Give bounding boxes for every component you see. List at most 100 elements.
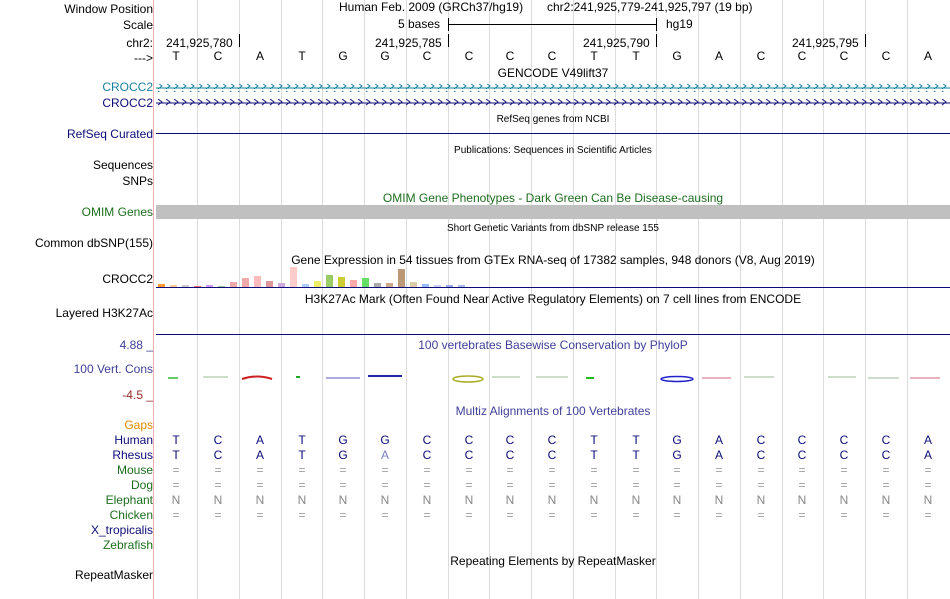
gtex-bar[interactable] [338, 277, 345, 287]
scale-bar-right-tick [656, 18, 657, 31]
alignment-cell: N [171, 493, 181, 507]
alignment-cell: = [798, 463, 806, 477]
gtex-bar[interactable] [194, 286, 201, 287]
gtex-bar[interactable] [398, 269, 405, 287]
base: T [298, 49, 306, 63]
alignment-cell: C [505, 448, 515, 462]
alignment-cell: C [547, 433, 557, 447]
species-label-elephant[interactable]: Elephant [105, 493, 153, 507]
gtex-bar[interactable] [290, 267, 297, 287]
species-label-mouse[interactable]: Mouse [116, 463, 153, 477]
gtex-bar[interactable] [158, 284, 165, 287]
alignment-cell: = [840, 508, 848, 522]
gtex-bar[interactable] [410, 282, 417, 287]
gencode-label-2[interactable]: CROCC2 [102, 96, 153, 110]
grid-line [448, 0, 449, 599]
gtex-bar[interactable] [182, 285, 189, 287]
gtex-bar[interactable] [302, 284, 309, 287]
base: C [797, 49, 807, 63]
alignment-cell: T [172, 448, 180, 462]
alignment-cell: A [714, 448, 723, 462]
alignment-cell: T [298, 433, 306, 447]
label-divider [153, 0, 154, 599]
gtex-bar[interactable] [206, 285, 213, 287]
alignment-cell: = [840, 463, 848, 477]
omim-label[interactable]: OMIM Genes [81, 205, 153, 219]
alignment-cell: N [923, 493, 933, 507]
species-label-zebrafish[interactable]: Zebrafish [102, 538, 153, 552]
ruler-mark-1 [239, 34, 240, 47]
gtex-bar[interactable] [278, 283, 285, 287]
strand-arrow-label[interactable]: ---> [134, 51, 153, 65]
refseq-label[interactable]: RefSeq Curated [66, 127, 153, 141]
species-label-x_tropicalis[interactable]: X_tropicalis [90, 523, 153, 537]
grid-line [865, 0, 866, 599]
alignment-cell: T [632, 433, 640, 447]
alignment-cell: = [715, 478, 723, 492]
gtex-bar[interactable] [218, 286, 225, 287]
window-position-label: Window Position [64, 2, 153, 16]
gtex-bar[interactable] [314, 281, 321, 287]
gtex-bar[interactable] [350, 280, 357, 287]
gtex-bar[interactable] [446, 285, 453, 287]
h3k27ac-label[interactable]: Layered H3K27Ac [55, 306, 153, 320]
alignment-cell: = [673, 478, 681, 492]
gtex-bar[interactable] [458, 285, 465, 287]
base: G [672, 49, 682, 63]
alignment-cell: = [757, 478, 765, 492]
gtex-bar[interactable] [362, 278, 369, 287]
alignment-cell: C [881, 448, 891, 462]
phylop-label[interactable]: 100 Vert. Cons [73, 362, 153, 376]
grid-line [281, 0, 282, 599]
alignment-cell: = [423, 463, 431, 477]
phylop-conservation-plot[interactable] [156, 366, 950, 390]
repeatmasker-label[interactable]: RepeatMasker [74, 568, 153, 582]
base: C [422, 49, 432, 63]
base: T [632, 49, 640, 63]
gtex-bar[interactable] [434, 285, 441, 287]
base: T [590, 49, 598, 63]
gtex-bar[interactable] [170, 285, 177, 287]
alignment-cell: = [214, 508, 222, 522]
alignment-cell: = [757, 508, 765, 522]
alignment-cell: C [756, 433, 766, 447]
position-range: chr2:241,925,779-241,925,797 (19 bp) [547, 0, 753, 14]
alignment-cell: = [882, 478, 890, 492]
sequences-label[interactable]: Sequences [92, 158, 153, 172]
species-label-dog[interactable]: Dog [130, 478, 153, 492]
snps-label[interactable]: SNPs [122, 174, 153, 188]
alignment-cell: C [797, 433, 807, 447]
gtex-bar[interactable] [266, 281, 273, 287]
alignment-cell: = [924, 478, 932, 492]
gaps-label[interactable]: Gaps [124, 418, 153, 432]
gencode-gene-arrows[interactable] [156, 82, 950, 110]
omim-feature[interactable] [156, 205, 950, 219]
species-label-human[interactable]: Human [114, 433, 153, 447]
species-label-chicken[interactable]: Chicken [109, 508, 153, 522]
alignment-cell: A [255, 433, 264, 447]
gtex-bar[interactable] [326, 275, 333, 287]
alignment-cell: = [465, 478, 473, 492]
gtex-label[interactable]: CROCC2 [102, 272, 153, 286]
species-label-rhesus[interactable]: Rhesus [112, 448, 153, 462]
db-name: hg19 [666, 17, 693, 31]
alignment-cell: = [172, 508, 180, 522]
gtex-bar[interactable] [422, 284, 429, 287]
gencode-label-1[interactable]: CROCC2 [102, 80, 153, 94]
gtex-bar[interactable] [386, 283, 393, 287]
ruler-tick-4: 241,925,795 [792, 36, 859, 50]
base: C [547, 49, 557, 63]
gtex-bar[interactable] [254, 276, 261, 287]
gtex-bar[interactable] [374, 283, 381, 287]
omim-title: OMIM Gene Phenotypes - Dark Green Can Be… [382, 191, 724, 205]
alignment-cell: C [422, 448, 432, 462]
alignment-cell: N [380, 493, 390, 507]
alignment-cell: = [590, 463, 598, 477]
dbsnp-label[interactable]: Common dbSNP(155) [34, 236, 153, 250]
alignment-cell: = [548, 478, 556, 492]
gtex-bar[interactable] [242, 278, 249, 287]
gtex-bar[interactable] [230, 282, 237, 287]
refseq-gene-line[interactable] [156, 133, 950, 134]
ruler-mark-3 [656, 34, 657, 47]
alignment-cell: N [839, 493, 849, 507]
